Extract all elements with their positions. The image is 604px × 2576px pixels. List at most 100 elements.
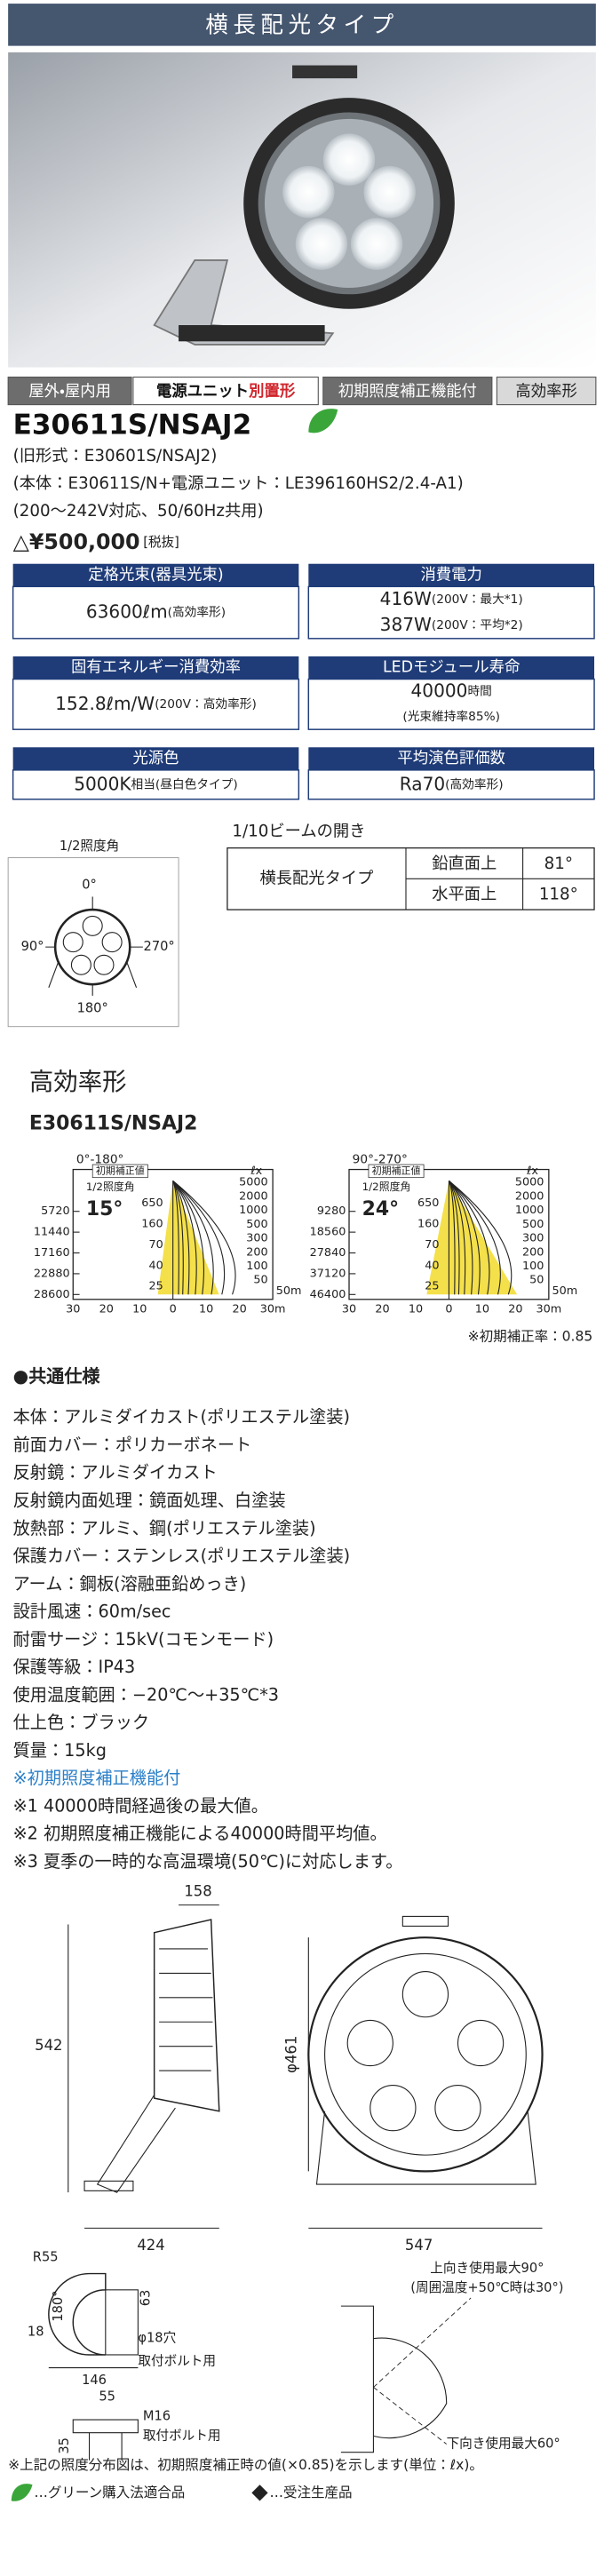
center-lux: 40 (148, 1259, 163, 1272)
bolt-width: 55 (99, 2389, 115, 2404)
spec-line: 放熱部：アルミ、鋼(ポリエステル塗装) (13, 1518, 316, 1538)
note-box (368, 1164, 425, 1179)
height-label: 46400 (310, 1288, 346, 1301)
lux-unit: ℓx (527, 1165, 538, 1178)
spec-sub: (高効率形) (445, 776, 503, 791)
lux-label: 100 (246, 1260, 267, 1273)
spec-line: アーム：鋼板(溶融亜鉛めっき) (13, 1573, 247, 1594)
spec-sub: (200V：平均*2) (432, 618, 523, 632)
tag-text: 電源ユニット (156, 382, 249, 401)
spec-main: Ra70 (400, 773, 445, 794)
lux-label: 200 (246, 1245, 267, 1259)
tag-box (322, 376, 493, 406)
spec-sub: (高効率形) (168, 605, 226, 620)
spec-main: 416W (380, 587, 432, 608)
contour (449, 1180, 513, 1295)
height-label: 11440 (34, 1226, 70, 1239)
x-label: 20 (232, 1302, 246, 1316)
spec-main: 152.8ℓm/W (55, 692, 155, 713)
center-lux: 25 (425, 1280, 439, 1293)
x-label: 30m (536, 1302, 561, 1316)
spec-value-box (12, 585, 300, 640)
bracket-h1: 63 (139, 2290, 154, 2307)
spec-line: 前面カバー：ポリカーボネート (13, 1435, 252, 1455)
bolt-height: 35 (57, 2437, 72, 2454)
tag: 屋外・屋内用 (28, 383, 111, 401)
angle: 90° (21, 939, 44, 954)
bracket-angle: 180° (51, 2291, 66, 2322)
tag-box (496, 376, 597, 406)
spec-label: 固有エネルギー消費効率 (71, 659, 241, 677)
lux-label: 1000 (239, 1204, 268, 1217)
old-model: (旧形式：E30601S/NSAJ2) (13, 447, 218, 465)
spread-type: 横長配光タイプ (260, 869, 374, 887)
tag-box (132, 376, 319, 406)
spec-header-box (308, 656, 595, 680)
spec-line: 質量：15kg (13, 1740, 107, 1761)
green-icon (308, 409, 338, 433)
voltage: (200〜242V対応、50/60Hz共用) (13, 502, 264, 521)
spec-line: 使用温度範囲：−20℃〜+35℃*3 (13, 1684, 279, 1705)
footer-green: …グリーン購入法適合品 (34, 2485, 185, 2500)
contour (448, 1181, 460, 1295)
spec-value-box (307, 678, 595, 730)
note-line: ※3 夏季の一時的な高温環境(50℃)に対応します。 (13, 1851, 403, 1872)
dimension-drawings: 158 542 424 φ461 547 R55 180° 63 18 φ18穴… (28, 1883, 563, 2461)
height-label: 18560 (310, 1226, 346, 1239)
center-lux: 650 (417, 1197, 439, 1210)
x-label: 10 (409, 1302, 423, 1316)
height-label: 5720 (41, 1205, 70, 1218)
contour (172, 1181, 190, 1295)
green-icon (11, 2484, 33, 2501)
x-label: 10 (475, 1302, 489, 1316)
height-label: 17160 (34, 1246, 70, 1260)
tax: [税抜] (143, 535, 179, 550)
contour (449, 1180, 481, 1295)
bolt: M16 (143, 2408, 171, 2423)
spread-table: 横長配光タイプ 鉛直面上 81° 水平面上 118° (226, 847, 595, 910)
beam-diagram: 1/2照度角 0° 90° 270° 180° (7, 839, 179, 1028)
spec-header-box (12, 563, 299, 587)
x-label: 10 (132, 1302, 147, 1316)
spec-header-box (308, 747, 595, 770)
tag-text: 屋外・屋内用 (28, 383, 111, 401)
spread-title: 1/10ビームの開き (232, 822, 365, 840)
common-specs: 本体：アルミダイカスト(ポリエステル塗装) 前面カバー：ポリカーボネート反射鏡：ア… (13, 1407, 403, 1872)
feature-line: ※初期照度補正機能付 (13, 1768, 181, 1788)
half-angle: 15° (86, 1198, 123, 1220)
tilt-up-note: (周囲温度+50℃時は30°) (410, 2280, 563, 2295)
contour (448, 1181, 456, 1295)
tilt-up: 上向き使用最大90° (430, 2261, 544, 2276)
lux-label: 500 (246, 1218, 267, 1231)
dim-height: 542 (35, 2037, 62, 2054)
spec-label: LEDモジュール寿命 (383, 659, 521, 677)
spec-value-box (12, 678, 300, 730)
spec-value-box (307, 585, 595, 640)
angle: 180° (77, 1001, 108, 1016)
half-angle-label: 1/2照度角 (60, 839, 119, 854)
height-label: 37120 (310, 1267, 346, 1280)
x-label: 0 (170, 1302, 177, 1316)
spread-plane: 鉛直面上 (432, 855, 497, 873)
note-box (91, 1164, 148, 1179)
spread-angle: 81° (544, 855, 573, 873)
spec-sub: (200V：高効率形) (155, 696, 257, 712)
spec-main: 387W (380, 614, 432, 635)
header-bar (8, 4, 596, 46)
center-lux: 650 (141, 1197, 163, 1210)
contour (448, 1181, 466, 1295)
spec-sub: (200V：最大*1) (432, 592, 523, 607)
depth-label: 50m (276, 1284, 302, 1298)
components: (本体：E30611S/N+電源ユニット：LE396160HS2/2.4-A1) (13, 474, 464, 493)
spec-line: 反射鏡：アルミダイカスト (13, 1462, 218, 1483)
half-angle: 24° (362, 1198, 399, 1220)
chart-note: 初期補正値 (96, 1165, 145, 1176)
bracket-h2: 18 (28, 2324, 44, 2339)
spec-value: 416W(200V：最大*1) (380, 587, 523, 608)
depth-label: 50m (552, 1284, 578, 1298)
spec-main: 5000K (74, 773, 131, 794)
angle: 0° (82, 878, 97, 893)
tag-row: 屋外・屋内用 電源ユニット別置形 初期照度補正機能付 高効率形 (7, 376, 597, 406)
tag-box (7, 376, 132, 406)
